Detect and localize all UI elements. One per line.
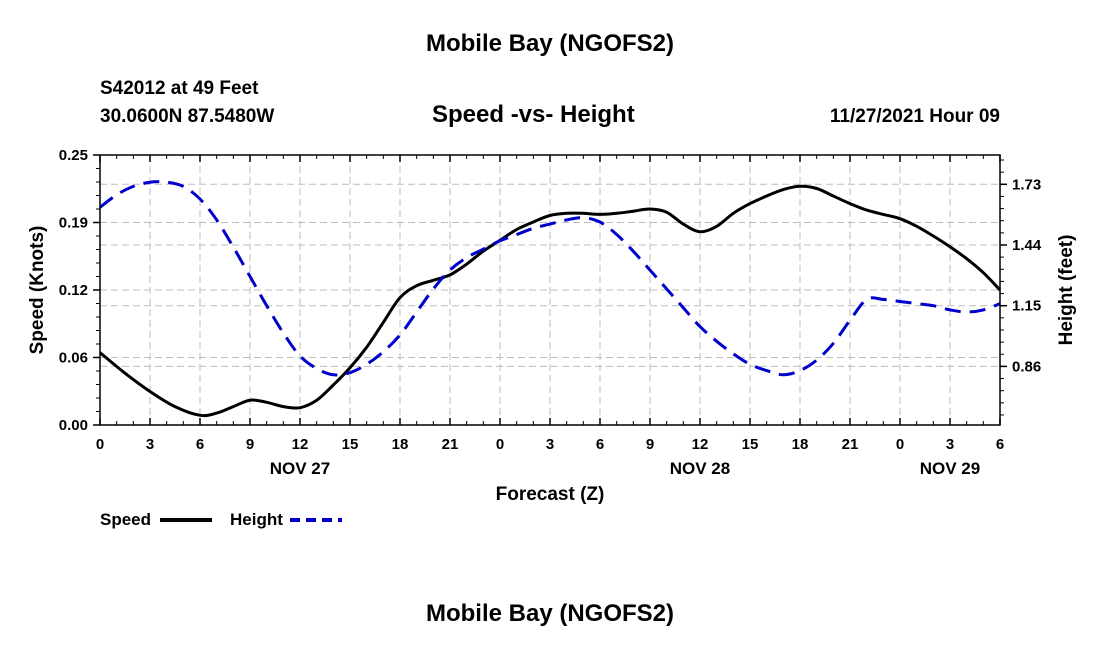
date-label: 11/27/2021 Hour 09	[829, 106, 1000, 127]
x-tick-label: 3	[146, 436, 154, 453]
x-tick-label: 9	[246, 436, 254, 453]
axis-layer: 0 3 6 9 12 15 18 21 0 3 6 9 12 15 18 21 0 3 6 NOV 27 NOV 28 N…	[59, 147, 1042, 478]
legend: Speed Height	[100, 510, 342, 529]
x-tick-label: 15	[342, 436, 359, 453]
grid-layer	[99, 155, 1001, 425]
y-left-tick-label: 0.19	[59, 215, 88, 232]
y-right-tick-label: 1.15	[1012, 298, 1041, 315]
y-left-tick-label: 0.25	[59, 147, 88, 164]
x-tick-label: 12	[692, 436, 709, 453]
x-day-label: NOV 29	[920, 459, 980, 478]
x-tick-label: 21	[442, 436, 459, 453]
station-label: S42012 at 49 Feet	[100, 78, 259, 99]
x-axis-title: Forecast (Z)	[496, 484, 605, 505]
x-tick-label: 9	[646, 436, 654, 453]
x-tick-label: 0	[96, 436, 104, 453]
y-left-tick-label: 0.00	[59, 417, 88, 434]
x-day-label: NOV 27	[270, 459, 330, 478]
series-layer	[99, 180, 1002, 418]
x-tick-label: 0	[496, 436, 504, 453]
x-tick-label: 0	[896, 436, 904, 453]
page-title-top: Mobile Bay (NGOFS2)	[425, 30, 675, 57]
x-day-label: NOV 28	[670, 459, 730, 478]
x-tick-label: 12	[292, 436, 309, 453]
x-tick-label: 3	[946, 436, 954, 453]
y-right-tick-label: 1.44	[1012, 237, 1042, 254]
page-title-bottom: Mobile Bay (NGOFS2)	[425, 600, 675, 627]
x-tick-label: 21	[842, 436, 859, 453]
y-axis-left-title: Speed (Knots)	[27, 226, 48, 355]
x-tick-label: 6	[596, 436, 604, 453]
x-tick-label: 18	[792, 436, 809, 453]
y-axis-right-title: Height (feet)	[1056, 235, 1077, 346]
y-left-tick-label: 0.12	[59, 282, 88, 299]
legend-label-height: Height	[230, 510, 283, 529]
y-left-tick-label: 0.06	[59, 350, 88, 367]
x-tick-label: 15	[742, 436, 759, 453]
series-line-speed	[99, 184, 1002, 418]
speed-height-chart: 0 3 6 9 12 15 18 21 0 3 6 9 12 15 18 21 0 3 6 NOV 27 NOV 28 N…	[27, 147, 1077, 529]
y-right-tick-label: 1.73	[1012, 176, 1041, 193]
x-tick-label: 18	[392, 436, 409, 453]
station-coords: 30.0600N 87.5480W	[100, 106, 275, 127]
x-tick-label: 3	[546, 436, 554, 453]
y-right-tick-label: 0.86	[1012, 358, 1041, 375]
x-tick-label: 6	[196, 436, 204, 453]
series-line-height	[99, 180, 1001, 377]
legend-label-speed: Speed	[100, 510, 151, 529]
chart-title: Speed -vs- Height	[432, 101, 635, 128]
x-tick-label: 6	[996, 436, 1004, 453]
